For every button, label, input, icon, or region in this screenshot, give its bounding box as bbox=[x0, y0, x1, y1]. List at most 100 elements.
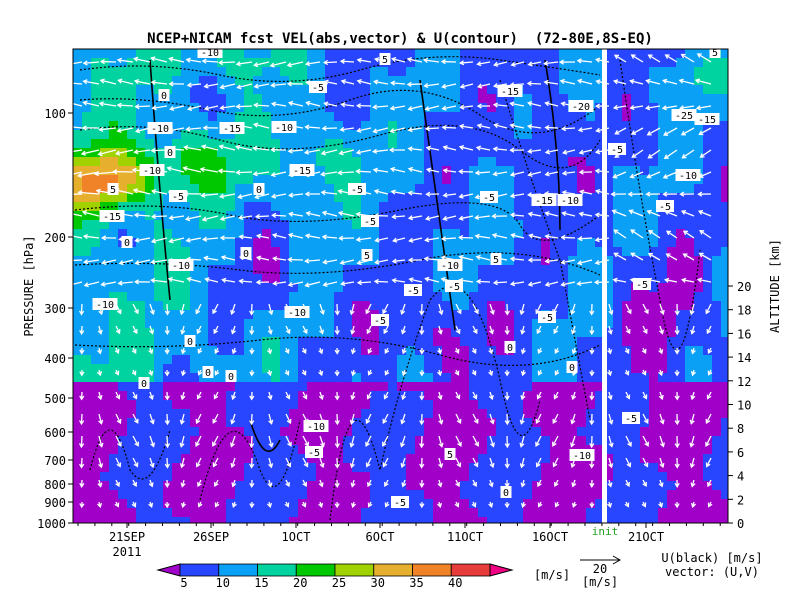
field-cell bbox=[703, 166, 713, 176]
field-cell bbox=[118, 247, 128, 257]
field-cell bbox=[388, 382, 398, 392]
field-cell bbox=[685, 463, 695, 473]
wind-vector-head bbox=[527, 101, 533, 107]
wind-vector bbox=[460, 61, 474, 64]
wind-vector bbox=[152, 190, 168, 195]
field-cell bbox=[505, 211, 515, 221]
field-cell bbox=[388, 67, 398, 77]
wind-vector-head bbox=[148, 370, 154, 377]
wind-vector-head bbox=[304, 258, 310, 264]
field-cell bbox=[352, 274, 362, 284]
wind-vector bbox=[571, 303, 576, 315]
field-cell bbox=[91, 67, 101, 77]
field-cell bbox=[631, 463, 641, 473]
field-cell bbox=[451, 274, 461, 284]
wind-vector-head bbox=[150, 238, 157, 244]
field-cell bbox=[397, 175, 407, 185]
field-cell bbox=[91, 508, 101, 518]
wind-vector bbox=[630, 229, 644, 239]
field-cell bbox=[82, 211, 92, 221]
field-cell bbox=[118, 490, 128, 500]
field-cell bbox=[262, 265, 272, 275]
field-cell bbox=[694, 355, 704, 365]
field-cell bbox=[163, 238, 173, 248]
field-cell bbox=[550, 94, 560, 104]
field-cell bbox=[595, 49, 605, 59]
field-cell bbox=[343, 418, 353, 428]
field-cell bbox=[91, 328, 101, 338]
field-cell bbox=[424, 346, 434, 356]
field-cell bbox=[460, 409, 470, 419]
field-cell bbox=[298, 490, 308, 500]
wind-vector-head bbox=[645, 105, 651, 111]
field-cell bbox=[181, 382, 191, 392]
field-cell bbox=[361, 175, 371, 185]
field-cell bbox=[586, 130, 596, 140]
field-cell bbox=[118, 220, 128, 230]
field-cell bbox=[316, 184, 326, 194]
wind-vector bbox=[494, 281, 508, 284]
wind-vector bbox=[289, 213, 304, 217]
field-cell bbox=[406, 58, 416, 68]
field-cell bbox=[235, 229, 245, 239]
field-cell bbox=[361, 490, 371, 500]
field-cell bbox=[109, 130, 119, 140]
field-cell bbox=[523, 220, 533, 230]
field-cell bbox=[433, 328, 443, 338]
field-cell bbox=[370, 175, 380, 185]
field-cell bbox=[478, 400, 488, 410]
field-cell bbox=[280, 400, 290, 410]
field-cell bbox=[352, 373, 362, 383]
wind-vector bbox=[374, 280, 389, 283]
field-cell bbox=[406, 67, 416, 77]
field-cell bbox=[532, 301, 542, 311]
field-cell bbox=[127, 265, 137, 275]
field-cell bbox=[640, 157, 650, 167]
field-cell bbox=[379, 445, 389, 455]
field-cell bbox=[136, 139, 146, 149]
field-cell bbox=[73, 193, 83, 203]
field-cell bbox=[262, 292, 272, 302]
field-cell bbox=[469, 445, 479, 455]
wind-vector bbox=[544, 81, 559, 85]
wind-vector bbox=[690, 303, 695, 315]
field-cell bbox=[541, 301, 551, 311]
wind-vector-head bbox=[168, 56, 174, 62]
wind-vector-head bbox=[148, 349, 154, 355]
wind-vector bbox=[425, 277, 440, 283]
field-cell bbox=[523, 85, 533, 95]
field-cell bbox=[334, 508, 344, 518]
field-cell bbox=[379, 67, 389, 77]
field-cell bbox=[73, 220, 83, 230]
field-cell bbox=[451, 517, 461, 523]
field-cell bbox=[136, 427, 146, 437]
field-cell bbox=[199, 193, 209, 203]
field-cell bbox=[721, 202, 728, 212]
field-cell bbox=[388, 472, 398, 482]
field-cell bbox=[145, 319, 155, 329]
field-cell bbox=[352, 265, 362, 275]
field-cell bbox=[163, 508, 173, 518]
field-cell bbox=[397, 346, 407, 356]
field-cell bbox=[334, 328, 344, 338]
field-cell bbox=[487, 508, 497, 518]
wind-vector bbox=[118, 281, 134, 285]
field-cell bbox=[73, 481, 83, 491]
field-cell bbox=[406, 463, 416, 473]
wind-vector-head bbox=[579, 189, 585, 195]
field-cell bbox=[127, 409, 137, 419]
field-cell bbox=[505, 301, 515, 311]
field-cell bbox=[613, 283, 623, 293]
wind-vector-head bbox=[96, 371, 103, 377]
field-cell bbox=[208, 76, 218, 86]
wind-vector bbox=[511, 281, 525, 285]
wind-vector-head bbox=[407, 127, 413, 133]
field-cell bbox=[649, 175, 659, 185]
wind-vector bbox=[288, 233, 304, 239]
wind-vector-head bbox=[98, 126, 104, 133]
field-cell bbox=[469, 283, 479, 293]
field-cell bbox=[280, 319, 290, 329]
field-cell bbox=[658, 247, 668, 257]
field-cell bbox=[604, 463, 614, 473]
field-cell bbox=[154, 229, 164, 239]
